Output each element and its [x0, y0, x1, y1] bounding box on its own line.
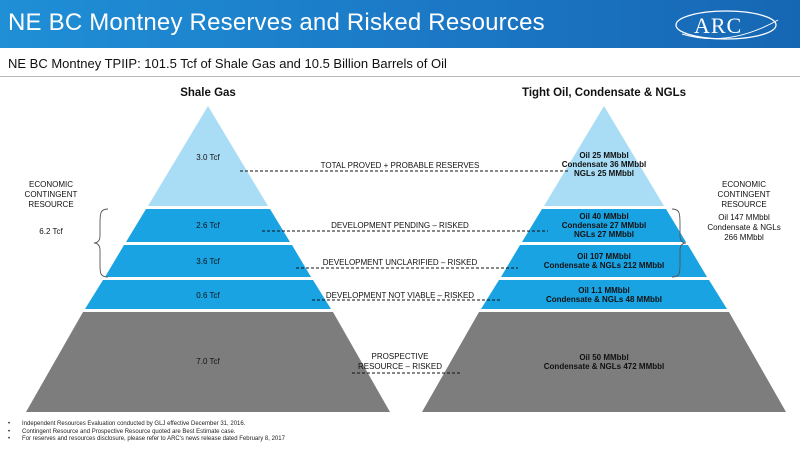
footnote-1-text: Independent Resources Evaluation conduct…	[22, 421, 246, 427]
right-contingent-label: ECONOMIC CONTINGENT RESOURCE	[694, 180, 794, 210]
right-contingent-line-1: ECONOMIC	[722, 180, 766, 189]
arc-logo: ARC	[668, 8, 790, 42]
category-development-unclarified: DEVELOPMENT UNCLARIFIED – RISKED	[322, 258, 478, 267]
title-bar: NE BC Montney Reserves and Risked Resour…	[0, 0, 800, 48]
category-development-not-viable: DEVELOPMENT NOT VIABLE – RISKED	[325, 291, 475, 300]
right-tier-3-values: Oil 107 MMbbl Condensate & NGLs 212 MMbb…	[524, 252, 684, 270]
right-tier-5	[422, 312, 786, 412]
right-tier-3-line-1: Oil 107 MMbbl	[577, 252, 631, 261]
right-tier-2-line-1: Oil 40 MMbbl	[579, 212, 629, 221]
left-brace-icon	[93, 208, 109, 278]
right-tier-2-values: Oil 40 MMbbl Condensate 27 MMbbl NGLs 27…	[524, 212, 684, 239]
footnote-1: • Independent Resources Evaluation conduc…	[8, 421, 246, 427]
right-tier-4	[481, 280, 727, 309]
left-column-title: Shale Gas	[180, 87, 236, 99]
right-brace-icon	[671, 208, 687, 278]
category-prospective-resource: PROSPECTIVE RESOURCE – RISKED	[330, 352, 470, 372]
left-tier-5	[26, 312, 390, 412]
category-reserves: TOTAL PROVED + PROBABLE RESERVES	[320, 161, 480, 170]
left-tier-3-value: 3.6 Tcf	[196, 257, 220, 266]
logo-text: ARC	[694, 13, 743, 38]
left-tier-1-value: 3.0 Tcf	[196, 153, 220, 162]
left-tier-5-value: 7.0 Tcf	[196, 357, 220, 366]
right-contingent-line-3: RESOURCE	[721, 200, 767, 209]
right-tier-4-line-2: Condensate & NGLs 48 MMbbl	[545, 295, 662, 304]
category-prospective-line-2: RESOURCE – RISKED	[357, 362, 443, 371]
category-development-pending: DEVELOPMENT PENDING – RISKED	[331, 221, 469, 230]
left-contingent-total: 6.2 Tcf	[39, 227, 63, 236]
right-tier-5-line-1: Oil 50 MMbbl	[579, 353, 629, 362]
right-tier-3	[501, 245, 707, 277]
right-tier-1-line-3: NGLs 25 MMbbl	[573, 169, 634, 178]
right-tier-1	[544, 106, 664, 206]
footnote-2-text: Contingent Resource and Prospective Reso…	[22, 428, 236, 435]
left-tier-2-value: 2.6 Tcf	[196, 221, 220, 230]
right-tier-1-line-1: Oil 25 MMbbl	[579, 151, 629, 160]
left-tier-1	[148, 106, 268, 206]
right-tier-2-line-3: NGLs 27 MMbbl	[573, 230, 634, 239]
footnote-3: • For reserves and resources disclosure, …	[8, 436, 285, 442]
right-contingent-total-line-1: Oil 147 MMbbl	[718, 213, 770, 222]
right-tier-5-line-2: Condensate & NGLs 472 MMbbl	[543, 362, 665, 371]
footnote-2: • Contingent Resource and Prospective Res…	[8, 428, 236, 435]
right-tier-2-line-2: Condensate 27 MMbbl	[561, 221, 647, 230]
right-tier-1-values: Oil 25 MMbbl Condensate 36 MMbbl NGLs 25…	[524, 151, 684, 178]
right-tier-2	[522, 209, 686, 242]
left-contingent-line-3: RESOURCE	[28, 200, 74, 209]
category-prospective-line-1: PROSPECTIVE	[371, 352, 429, 361]
right-tier-5-values: Oil 50 MMbbl Condensate & NGLs 472 MMbbl	[524, 353, 684, 371]
footnotes: • Independent Resources Evaluation conduc…	[8, 421, 285, 444]
left-contingent-label: ECONOMIC CONTINGENT RESOURCE	[6, 180, 96, 210]
left-contingent-line-2: CONTINGENT	[24, 190, 78, 199]
left-contingent-line-1: ECONOMIC	[29, 180, 73, 189]
left-tier-2	[126, 209, 290, 242]
right-tier-3-line-2: Condensate & NGLs 212 MMbbl	[543, 261, 665, 270]
right-tier-4-values: Oil 1.1 MMbbl Condensate & NGLs 48 MMbbl	[524, 286, 684, 304]
divider	[0, 76, 800, 77]
right-contingent-total-line-2: Condensate & NGLs	[707, 223, 781, 232]
right-tier-1-line-2: Condensate 36 MMbbl	[561, 160, 647, 169]
right-contingent-total-line-3: 266 MMbbl	[724, 233, 764, 242]
right-tier-4-line-1: Oil 1.1 MMbbl	[578, 286, 630, 295]
right-contingent-line-2: CONTINGENT	[717, 190, 771, 199]
left-tier-4	[85, 280, 331, 309]
logo-swoosh-icon	[675, 10, 779, 40]
page-title: NE BC Montney Reserves and Risked Resour…	[8, 9, 545, 36]
right-column-title: Tight Oil, Condensate & NGLs	[522, 87, 686, 99]
subtitle: NE BC Montney TPIIP: 101.5 Tcf of Shale …	[8, 56, 447, 71]
left-tier-4-value: 0.6 Tcf	[196, 291, 220, 300]
left-tier-3	[105, 245, 311, 277]
footnote-3-text: For reserves and resources disclosure, p…	[22, 436, 285, 442]
right-contingent-total: Oil 147 MMbbl Condensate & NGLs 266 MMbb…	[694, 213, 794, 243]
